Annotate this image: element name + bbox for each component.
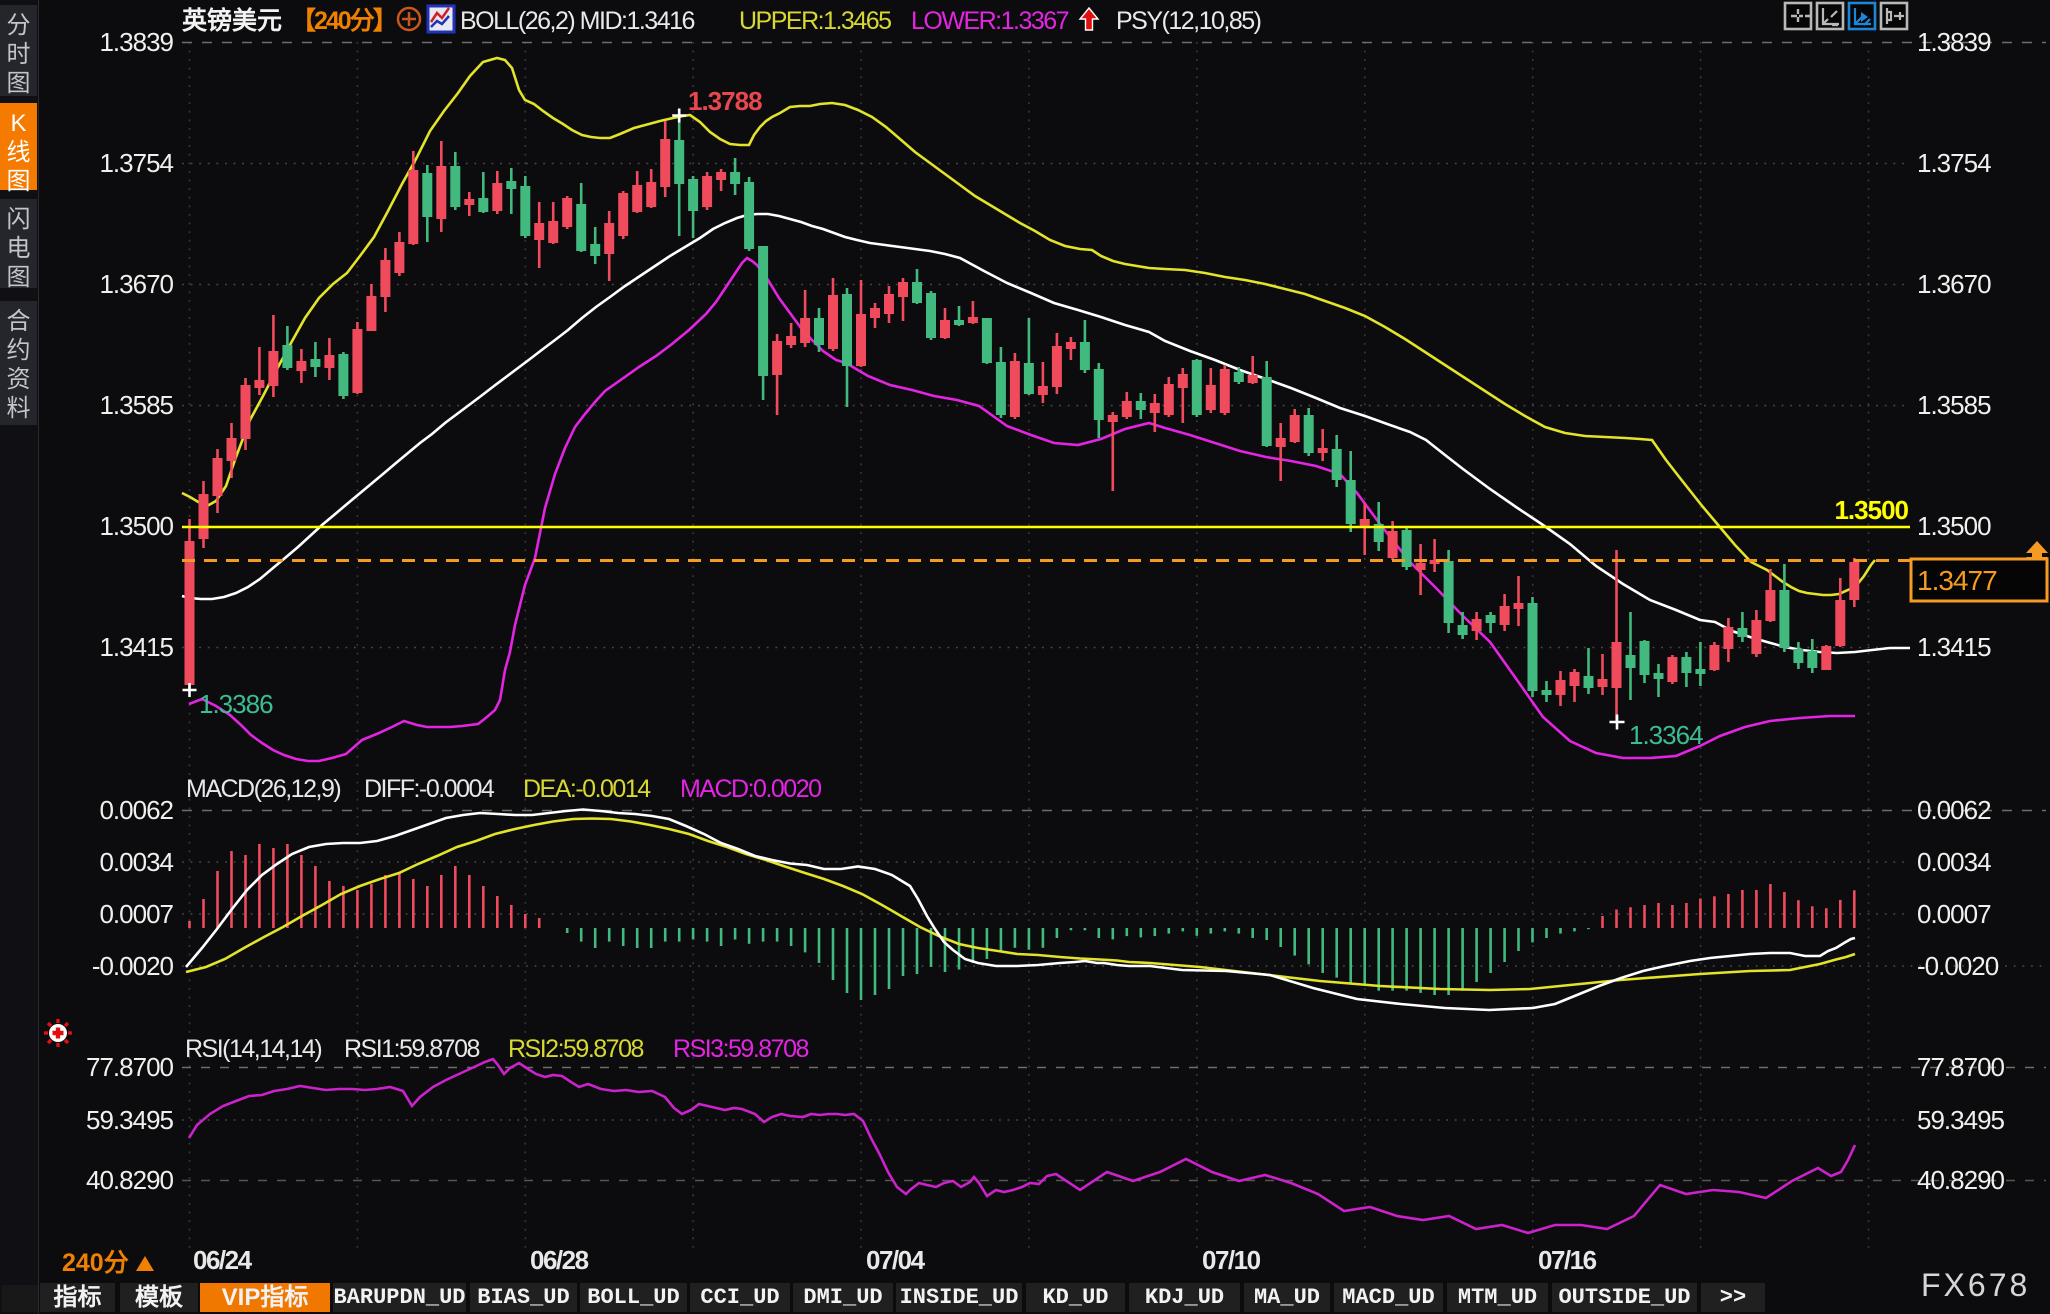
svg-text:06/28: 06/28 (530, 1245, 589, 1275)
svg-text:0.0034: 0.0034 (99, 847, 173, 877)
svg-text:-0.0020: -0.0020 (92, 951, 174, 981)
svg-text:FX678: FX678 (1921, 1267, 2030, 1303)
svg-text:1.3839: 1.3839 (1917, 27, 1991, 57)
svg-text:40.8290: 40.8290 (86, 1165, 174, 1195)
svg-text:PSY(12,10,85): PSY(12,10,85) (1116, 7, 1261, 35)
svg-text:0.0034: 0.0034 (1917, 847, 1991, 877)
svg-text:1.3754: 1.3754 (1917, 148, 1991, 178)
svg-text:40.8290: 40.8290 (1917, 1165, 2005, 1195)
svg-text:59.3495: 59.3495 (1917, 1105, 2005, 1135)
svg-text:07/10: 07/10 (1202, 1245, 1261, 1275)
svg-text:UPPER:1.3465: UPPER:1.3465 (739, 7, 891, 35)
svg-text:1.3415: 1.3415 (1917, 632, 1991, 662)
svg-text:07/04: 07/04 (866, 1245, 926, 1275)
svg-text:DIFF:-0.0004: DIFF:-0.0004 (364, 775, 495, 803)
svg-text:英镑美元: 英镑美元 (182, 6, 282, 35)
svg-text:1.3477: 1.3477 (1917, 565, 1997, 596)
svg-text:240分: 240分 (62, 1249, 129, 1277)
svg-text:1.3500: 1.3500 (99, 511, 173, 541)
svg-text:1.3788: 1.3788 (688, 86, 762, 116)
svg-text:1.3415: 1.3415 (99, 632, 173, 662)
svg-text:1.3839: 1.3839 (99, 27, 173, 57)
svg-text:1.3500: 1.3500 (1834, 495, 1908, 525)
svg-text:0.0062: 0.0062 (99, 795, 173, 825)
svg-text:【240分】: 【240分】 (291, 7, 396, 35)
svg-text:1.3754: 1.3754 (99, 148, 173, 178)
svg-text:RSI(14,14,14): RSI(14,14,14) (185, 1035, 321, 1063)
svg-text:-0.0020: -0.0020 (1917, 951, 1999, 981)
svg-text:1.3500: 1.3500 (1917, 511, 1991, 541)
svg-text:MACD:0.0020: MACD:0.0020 (680, 775, 821, 803)
svg-text:1.3585: 1.3585 (1917, 390, 1991, 420)
svg-text:1.3386: 1.3386 (199, 689, 273, 719)
svg-text:59.3495: 59.3495 (86, 1105, 174, 1135)
svg-text:07/16: 07/16 (1538, 1245, 1597, 1275)
svg-text:BOLL(26,2) MID:1.3416: BOLL(26,2) MID:1.3416 (460, 7, 695, 35)
svg-text:1.3670: 1.3670 (99, 269, 173, 299)
svg-text:77.8700: 77.8700 (1917, 1052, 2005, 1082)
svg-text:RSI3:59.8708: RSI3:59.8708 (673, 1035, 808, 1063)
svg-text:1.3585: 1.3585 (99, 390, 173, 420)
svg-text:0.0007: 0.0007 (99, 899, 173, 929)
svg-text:LOWER:1.3367: LOWER:1.3367 (911, 7, 1069, 35)
svg-text:1.3670: 1.3670 (1917, 269, 1991, 299)
svg-text:RSI2:59.8708: RSI2:59.8708 (508, 1035, 643, 1063)
svg-text:DEA:-0.0014: DEA:-0.0014 (523, 775, 651, 803)
svg-text:RSI1:59.8708: RSI1:59.8708 (344, 1035, 479, 1063)
svg-text:0.0007: 0.0007 (1917, 899, 1991, 929)
svg-text:0.0062: 0.0062 (1917, 795, 1991, 825)
svg-text:06/24: 06/24 (193, 1245, 253, 1275)
svg-text:MACD(26,12,9): MACD(26,12,9) (186, 775, 340, 803)
svg-text:1.3364: 1.3364 (1629, 720, 1703, 750)
svg-text:77.8700: 77.8700 (86, 1052, 174, 1082)
